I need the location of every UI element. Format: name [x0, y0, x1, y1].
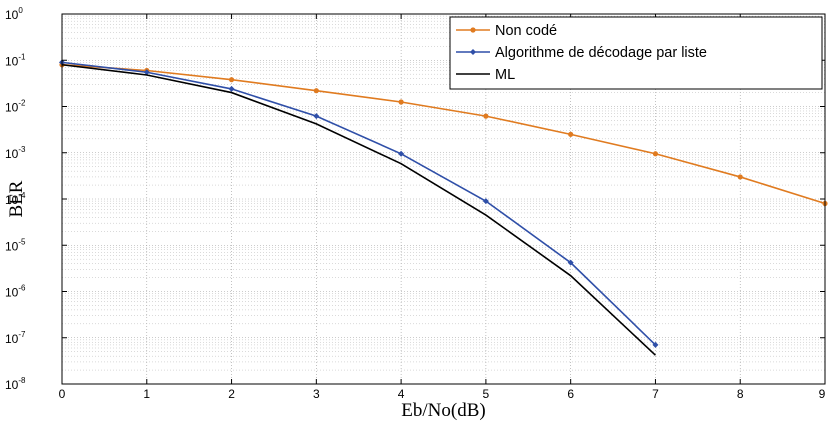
legend-entry: Non codé: [456, 23, 557, 39]
x-tick-label: 2: [228, 387, 235, 401]
series-non-code: [59, 62, 828, 207]
legend-entry: Algorithme de décodage par liste: [456, 45, 707, 61]
axis-ticks: 0 1 2 3 4 5 6 7 8 9 10-8 10-7 10-6 10-5 10-4 10-3 10-2 10…: [5, 6, 826, 401]
series-line: [61, 63, 656, 356]
data-point: [567, 259, 574, 266]
data-point: [228, 85, 235, 92]
data-point: [652, 151, 659, 157]
data-point: [398, 150, 405, 157]
y-tick-label: 100: [5, 6, 23, 22]
x-tick-label: 4: [398, 387, 405, 401]
series-layer: [59, 59, 828, 356]
x-tick-label: 5: [483, 387, 490, 401]
x-tick-label: 3: [313, 387, 320, 401]
data-point: [398, 99, 404, 105]
legend-label: Non codé: [495, 23, 557, 39]
data-point: [228, 77, 235, 83]
x-tick-label: 0: [59, 387, 66, 401]
y-tick-label: 10-3: [5, 145, 26, 161]
data-point: [568, 131, 574, 137]
legend-label: Algorithme de décodage par liste: [495, 45, 707, 61]
series-line: [61, 63, 826, 205]
x-tick-label: 9: [819, 387, 826, 401]
x-tick-label: 1: [143, 387, 150, 401]
legend-box: [449, 16, 823, 90]
data-point: [470, 49, 476, 55]
series-ml: [61, 63, 656, 356]
y-tick-label: 10-8: [5, 376, 26, 392]
y-tick-label: 10-5: [5, 237, 26, 253]
series-algorithme-de-decodage-par-liste: [59, 59, 659, 348]
data-point: [652, 341, 659, 348]
legend: Non codé Algorithme de décodage par liste…: [449, 16, 823, 90]
y-tick-label: 10-4: [5, 191, 26, 207]
data-point: [470, 27, 476, 33]
y-tick-label: 10-7: [5, 330, 26, 346]
x-tick-label: 7: [652, 387, 659, 401]
x-tick-label: 6: [567, 387, 574, 401]
data-point: [313, 113, 320, 120]
legend-entry: ML: [456, 67, 515, 83]
legend-label: ML: [495, 67, 515, 83]
data-point: [313, 88, 319, 94]
y-tick-label: 10-1: [5, 52, 26, 68]
x-axis-label: Eb/No(dB): [401, 400, 485, 421]
y-tick-label: 10-6: [5, 284, 26, 300]
data-point: [482, 198, 489, 205]
data-point: [483, 113, 489, 119]
data-point: [737, 174, 743, 180]
y-axis-label: BER: [6, 180, 27, 217]
x-tick-label: 8: [737, 387, 744, 401]
data-point: [143, 69, 150, 76]
y-tick-label: 10-2: [5, 99, 26, 115]
series-line: [61, 61, 657, 346]
